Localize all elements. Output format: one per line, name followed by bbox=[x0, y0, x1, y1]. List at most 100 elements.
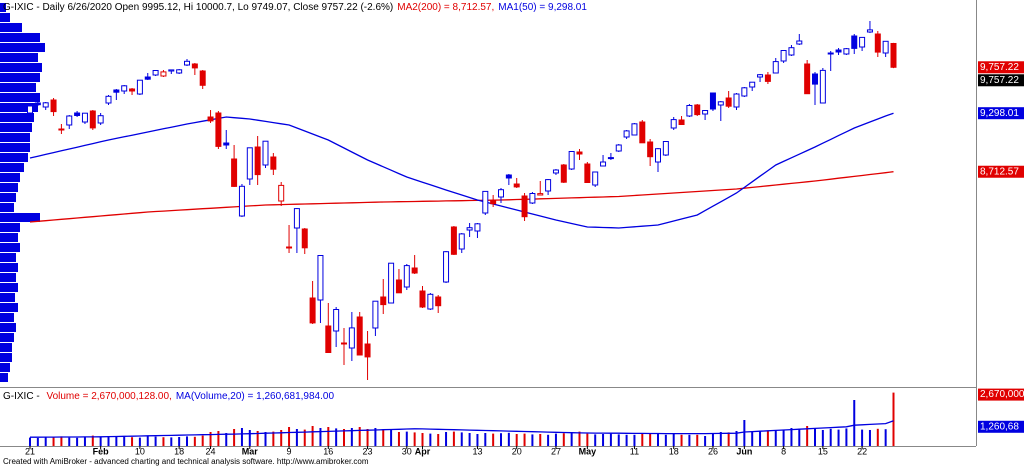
volume-profile-bar bbox=[0, 33, 40, 42]
x-tick-label: 24 bbox=[206, 446, 216, 456]
candle-body bbox=[246, 147, 253, 180]
candle-body bbox=[286, 246, 293, 249]
price-marker-box bbox=[978, 74, 1024, 87]
price-marker-box bbox=[978, 165, 1024, 178]
volume-profile-bar bbox=[0, 83, 36, 92]
volume-profile-bar bbox=[0, 293, 15, 302]
candle-body bbox=[105, 95, 112, 104]
candle-body bbox=[458, 233, 465, 250]
candle-body bbox=[136, 79, 143, 95]
volume-profile-bar bbox=[0, 103, 38, 112]
candle-body bbox=[670, 119, 677, 129]
volume-profile-bar bbox=[0, 163, 24, 172]
candle-body bbox=[443, 251, 450, 283]
candle-body bbox=[144, 76, 151, 80]
candle-body bbox=[725, 97, 732, 107]
candle-body bbox=[89, 110, 96, 129]
price-title: G-IXIC - Daily 6/26/2020 Open 9995.12, H… bbox=[3, 2, 587, 13]
candle-body bbox=[293, 208, 300, 229]
x-tick-label: 18 bbox=[174, 446, 184, 456]
candle-body bbox=[364, 343, 371, 358]
candle-body bbox=[403, 265, 410, 288]
volume-profile-bar bbox=[0, 343, 12, 352]
candle-body bbox=[317, 255, 324, 301]
candle-body bbox=[160, 71, 167, 77]
candle-body bbox=[341, 342, 347, 345]
candle-body bbox=[301, 228, 308, 249]
candle-body bbox=[129, 88, 136, 92]
candle-body bbox=[804, 63, 811, 95]
volume-profile-bar bbox=[0, 193, 16, 202]
candle-body bbox=[866, 29, 873, 33]
x-tick-label: 23 bbox=[363, 446, 373, 456]
candle-body bbox=[552, 169, 559, 174]
x-tick-label: Feb bbox=[93, 446, 110, 456]
candle-body bbox=[623, 130, 630, 138]
candle-body bbox=[662, 141, 669, 156]
candle-body bbox=[278, 184, 285, 202]
candle-body bbox=[686, 105, 693, 117]
candle-body bbox=[231, 158, 238, 187]
candle-body bbox=[537, 193, 544, 196]
x-tick-label: 8 bbox=[781, 446, 786, 456]
moving-average-line bbox=[29, 171, 894, 223]
volume-title: G-IXIC - Volume = 2,670,000,128.00, MA(Vo… bbox=[3, 391, 334, 402]
candle-body bbox=[521, 195, 528, 218]
candle-body bbox=[709, 92, 716, 110]
candle-body bbox=[411, 267, 418, 274]
candle-body bbox=[262, 140, 269, 166]
candle-body bbox=[27, 105, 33, 114]
candle-body bbox=[270, 156, 277, 170]
volume-marker-box bbox=[978, 388, 1024, 401]
candle-body bbox=[191, 63, 198, 69]
candle-body bbox=[121, 85, 128, 92]
x-tick-label: 10 bbox=[135, 446, 145, 456]
volume-profile-bar bbox=[0, 13, 10, 22]
x-tick-label: Mar bbox=[242, 446, 259, 456]
candle-body bbox=[34, 102, 41, 106]
candle-body bbox=[223, 142, 230, 146]
candle-body bbox=[615, 144, 622, 152]
candle-body bbox=[42, 102, 49, 108]
candle-body bbox=[819, 69, 826, 104]
x-tick-label: Apr bbox=[415, 446, 431, 456]
candle-body bbox=[498, 189, 504, 198]
candle-body bbox=[113, 89, 120, 93]
candle-body bbox=[607, 157, 614, 160]
x-tick-label: Jun bbox=[736, 446, 752, 456]
volume-profile-bar bbox=[0, 243, 20, 252]
candle-body bbox=[741, 87, 748, 97]
candle-body bbox=[694, 104, 701, 116]
price-marker: 8,712.57 bbox=[980, 166, 1019, 177]
x-tick-label: 11 bbox=[630, 446, 639, 456]
x-tick-label: 16 bbox=[323, 446, 333, 456]
candle-body bbox=[560, 164, 567, 183]
candle-body bbox=[58, 128, 65, 131]
candle-body bbox=[702, 110, 709, 115]
volume-profile-bar bbox=[0, 153, 28, 162]
x-tick-label: 9 bbox=[287, 446, 292, 456]
volume-profile-bar bbox=[0, 263, 18, 272]
x-tick-label: 27 bbox=[551, 446, 561, 456]
candle-body bbox=[238, 185, 245, 217]
volume-profile-bar bbox=[0, 143, 30, 152]
candle-body bbox=[882, 40, 889, 54]
volume-marker: 2,670,000 bbox=[980, 389, 1024, 400]
volume-profile-bar bbox=[0, 123, 32, 132]
price-marker: 9,757.22 bbox=[980, 62, 1019, 73]
candle-body bbox=[639, 121, 646, 144]
x-tick-label: 15 bbox=[818, 446, 828, 456]
volume-profile-bar bbox=[0, 323, 16, 332]
candle-body bbox=[309, 297, 316, 324]
volume-profile-bar bbox=[0, 233, 18, 242]
candle-body bbox=[851, 35, 858, 49]
volume-profile-bar bbox=[0, 133, 30, 142]
volume-profile-bar bbox=[0, 373, 8, 382]
candle-body bbox=[749, 81, 756, 88]
candle-body bbox=[788, 47, 795, 56]
candle-body bbox=[427, 293, 434, 310]
candle-body bbox=[529, 193, 536, 204]
candle-body bbox=[812, 73, 818, 85]
